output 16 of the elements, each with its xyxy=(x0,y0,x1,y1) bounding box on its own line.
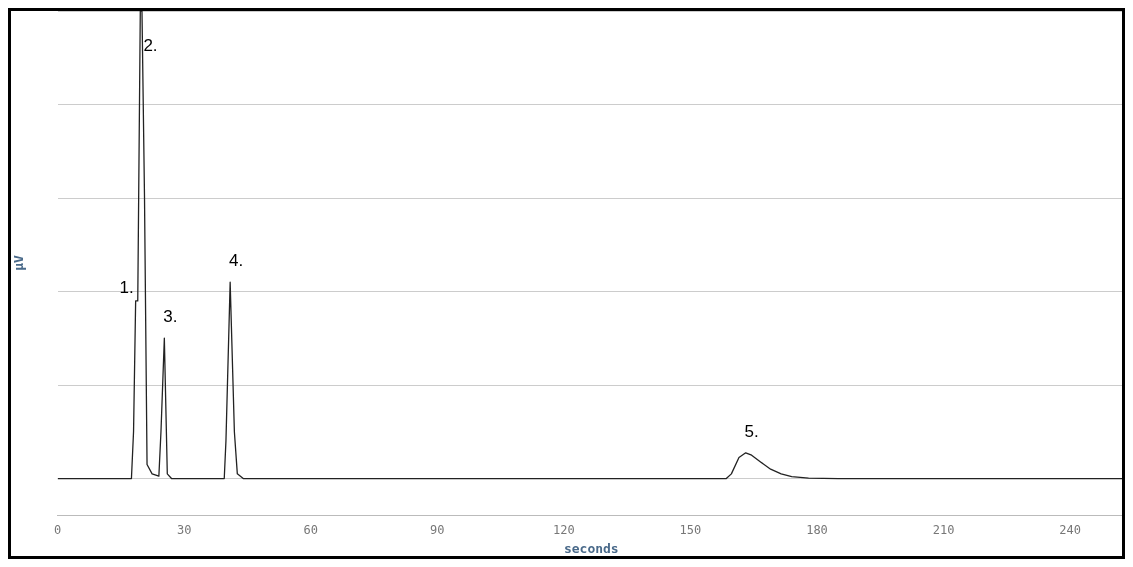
annotation: 2. xyxy=(143,36,158,56)
x-tick-label: 210 xyxy=(932,523,955,538)
annotation: 5. xyxy=(744,422,759,442)
x-tick-label: 30 xyxy=(176,523,192,538)
x-tick-label: 180 xyxy=(806,523,828,538)
x-axis-title: seconds xyxy=(563,540,619,556)
annotation: 1. xyxy=(119,278,134,298)
x-tick-label: 150 xyxy=(679,523,702,538)
annotation: 4. xyxy=(229,251,244,271)
x-tick-label: 240 xyxy=(1059,523,1081,538)
x-tick-label: 120 xyxy=(553,523,575,538)
x-tick-label: 60 xyxy=(303,523,318,538)
annotation: 3. xyxy=(163,307,178,327)
x-tick-label: 90 xyxy=(430,523,445,538)
y-axis-title: µV xyxy=(11,255,27,271)
x-tick-label: 0 xyxy=(53,523,62,538)
